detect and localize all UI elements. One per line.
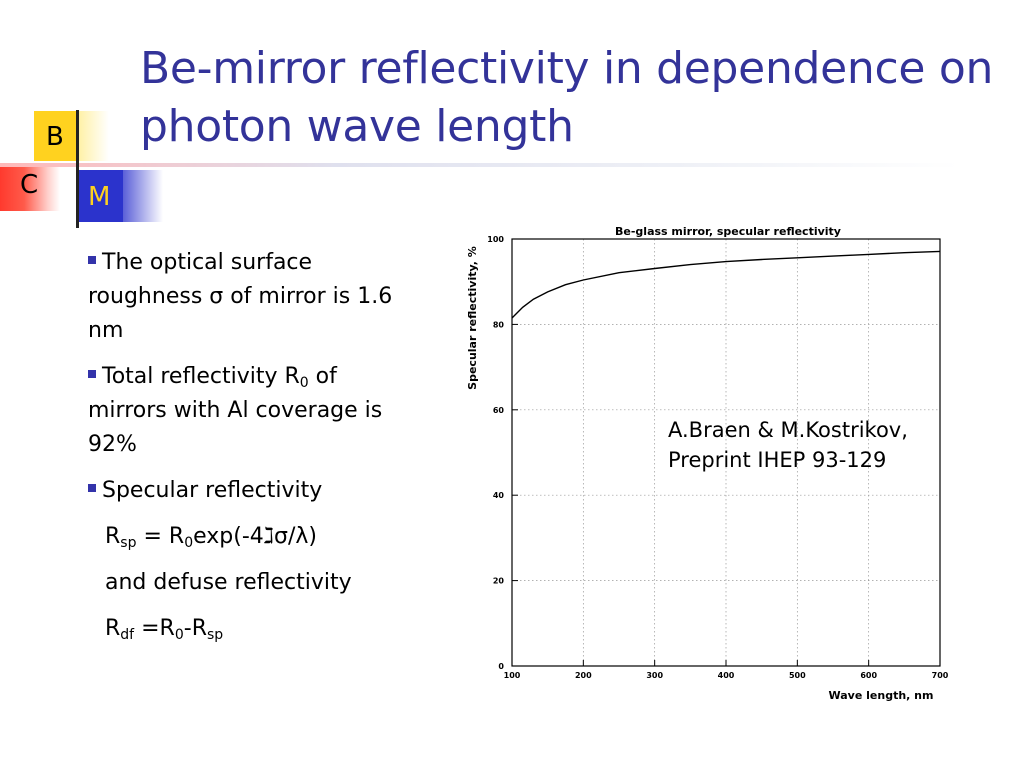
- bullet-square-icon: [88, 256, 96, 264]
- y-tick-label: 20: [493, 577, 505, 586]
- bullet-text: of mirrors with Al coverage is 92%: [88, 364, 383, 457]
- reflectivity-curve: [511, 250, 941, 319]
- logo-b-letter: B: [46, 122, 64, 152]
- slide-title: Be-mirror reflectivity in dependence on …: [140, 43, 994, 152]
- grid: [512, 239, 940, 666]
- subscript: sp: [120, 535, 137, 551]
- subscript: 0: [174, 627, 184, 643]
- plot-frame: [511, 238, 941, 667]
- citation-line-1: A.Braen & M.Kostrikov,: [668, 418, 908, 442]
- logo-c-letter: C: [20, 170, 39, 200]
- subscript: df: [120, 627, 135, 643]
- logo-b-block: B: [34, 111, 76, 161]
- y-tick-label: 0: [498, 662, 504, 671]
- bullet-roughness: The optical surface roughness σ of mirro…: [88, 246, 408, 348]
- logo-m-block: M: [79, 170, 123, 222]
- formula-text: R: [105, 616, 121, 641]
- x-tick-label: 700: [932, 671, 949, 680]
- bullet-text: Total reflectivity R: [102, 364, 300, 389]
- x-tick-label: 600: [860, 671, 877, 680]
- logo-m-fade: [123, 170, 163, 222]
- y-tick-label: 100: [487, 235, 504, 244]
- logo-vertical-divider: [76, 110, 79, 228]
- formula-text: R: [105, 524, 121, 549]
- y-tick-label: 60: [493, 406, 505, 415]
- bullet-specular: Specular reflectivity: [88, 474, 408, 508]
- formula-text: =R: [134, 616, 175, 641]
- bullet-square-icon: [88, 484, 96, 492]
- bullet-total-reflectivity: Total reflectivity R0 of mirrors with Al…: [88, 360, 408, 462]
- formula-specular: Rsp = R0exp(-4ℷσ/λ): [88, 520, 408, 554]
- chart-title: Be-glass mirror, specular reflectivity: [615, 225, 841, 238]
- bullet-text: Specular reflectivity: [102, 478, 323, 503]
- x-tick-label: 300: [646, 671, 663, 680]
- logo-m-letter: M: [88, 182, 111, 212]
- subscript: 0: [299, 375, 309, 391]
- subscript: sp: [207, 627, 224, 643]
- subscript: 0: [184, 535, 194, 551]
- header-divider: [0, 163, 960, 167]
- formula-text: = R: [136, 524, 185, 549]
- bullet-text: The optical surface roughness σ of mirro…: [88, 250, 393, 343]
- formula-text: exp(-4ℷσ/λ): [193, 524, 317, 549]
- citation-line-2: Preprint IHEP 93-129: [668, 448, 887, 472]
- logo-c-block: C: [0, 167, 60, 211]
- y-tick-label: 40: [493, 491, 505, 500]
- citation: A.Braen & M.Kostrikov, Preprint IHEP 93-…: [668, 415, 968, 475]
- x-tick-label: 400: [718, 671, 735, 680]
- formula-text: -R: [183, 616, 207, 641]
- bullet-text: and defuse reflectivity: [105, 570, 352, 595]
- chart-xlabel: Wave length, nm: [829, 689, 934, 702]
- formula-defuse: Rdf =R0-Rsp: [88, 612, 408, 646]
- bullet-list: The optical surface roughness σ of mirro…: [88, 246, 408, 658]
- y-tick-label: 80: [493, 320, 505, 329]
- reflectivity-chart: Be-glass mirror, specular reflectivity S…: [466, 225, 949, 702]
- x-tick-label: 500: [789, 671, 806, 680]
- text-defuse: and defuse reflectivity: [88, 566, 408, 600]
- logo-b-fade: [79, 111, 109, 161]
- bullet-square-icon: [88, 370, 96, 378]
- series: [511, 250, 941, 319]
- x-tick-label: 100: [504, 671, 521, 680]
- x-tick-label: 200: [575, 671, 592, 680]
- chart-ylabel: Specular reflectivity, %: [466, 246, 479, 390]
